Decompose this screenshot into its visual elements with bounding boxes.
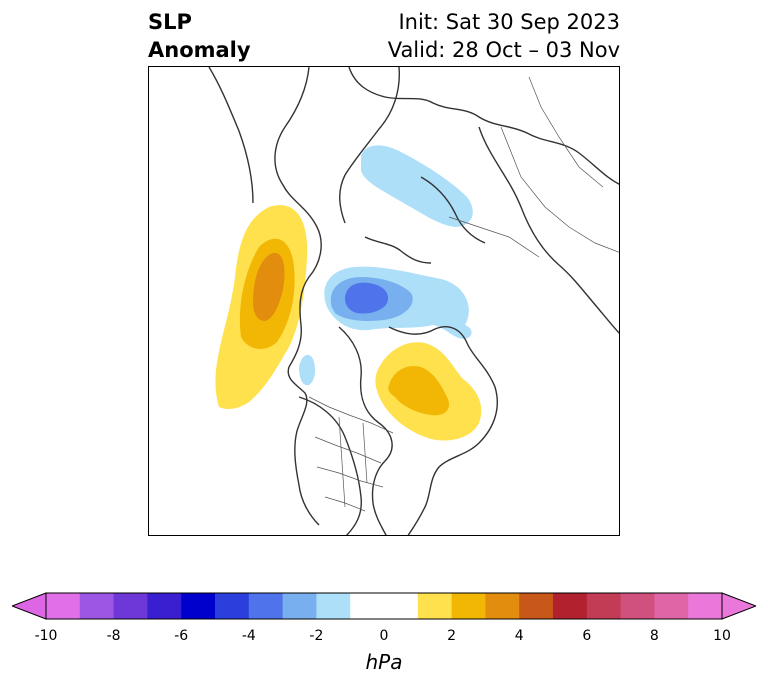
- colorbar-tick-label: -4: [241, 628, 256, 644]
- colorbar-segment: [417, 593, 453, 619]
- colorbar-segment: [316, 593, 351, 619]
- colorbar-tick-label: -2: [309, 628, 324, 644]
- country-borders: [308, 76, 619, 512]
- colorbar-tick-label: 6: [582, 628, 592, 644]
- coastlines: [208, 67, 619, 535]
- positive-anomaly-eastern-canada-core: [388, 365, 450, 416]
- colorbar-segment: [519, 593, 554, 619]
- colorbar-segment: [485, 593, 520, 619]
- colorbar-lower-extend: [12, 592, 47, 620]
- title-line-1: SLP: [148, 10, 192, 34]
- valid-range: Valid: 28 Oct – 03 Nov: [387, 38, 620, 62]
- anomaly-field: [215, 145, 482, 441]
- chart-title: SLP Anomaly: [148, 8, 251, 64]
- colorbar-outline: [45, 592, 723, 620]
- colorbar-segment: [113, 593, 148, 619]
- colorbar-tick-label: 0: [379, 628, 389, 644]
- colorbar-tick-label: -10: [34, 628, 58, 644]
- colorbar-label: hPa: [365, 650, 403, 674]
- map-panel: [148, 66, 620, 536]
- negative-anomaly-arctic-core-4: [345, 282, 389, 314]
- colorbar-segment: [620, 593, 655, 619]
- colorbar-segments: [46, 593, 723, 619]
- colorbar-segment: [282, 593, 317, 619]
- colorbar-segment: [688, 593, 723, 619]
- colorbar-segment: [181, 593, 216, 619]
- colorbar-segment: [553, 593, 588, 619]
- colorbar-segment: [384, 593, 419, 619]
- date-info: Init: Sat 30 Sep 2023 Valid: 28 Oct – 03…: [388, 8, 620, 64]
- colorbar: [12, 592, 756, 620]
- title-line-2: Anomaly: [148, 38, 251, 62]
- positive-anomaly-core-4: [253, 252, 285, 321]
- colorbar-segment: [79, 593, 115, 619]
- colorbar-segment: [654, 593, 689, 619]
- colorbar-segment: [248, 593, 284, 619]
- colorbar-tick-label: 2: [447, 628, 457, 644]
- init-date: Init: Sat 30 Sep 2023: [398, 10, 620, 34]
- colorbar-segment: [147, 593, 182, 619]
- colorbar-tick-label: -6: [174, 628, 189, 644]
- negative-anomaly-eastern-siberia: [361, 145, 473, 227]
- colorbar-tick-label: -8: [106, 628, 121, 644]
- colorbar-segment: [215, 593, 250, 619]
- polar-map: [208, 67, 619, 535]
- colorbar-segment: [451, 593, 486, 619]
- colorbar-segment: [46, 593, 81, 619]
- colorbar-segment: [350, 593, 385, 619]
- colorbar-segment: [586, 593, 622, 619]
- colorbar-upper-extend: [721, 592, 756, 620]
- colorbar-tick-label: 8: [649, 628, 659, 644]
- colorbar-tick-label: 10: [713, 628, 731, 644]
- colorbar-tick-label: 4: [514, 628, 524, 644]
- negative-anomaly-pacific-northwest: [299, 354, 316, 386]
